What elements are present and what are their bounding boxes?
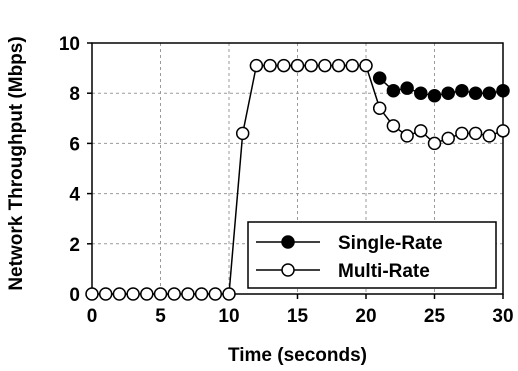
y-tick-label: 2	[69, 235, 80, 256]
data-point-multi-rate	[98, 287, 113, 301]
y-tick-label: 4	[69, 185, 80, 206]
data-point-multi-rate	[235, 126, 250, 141]
data-point-multi-rate	[318, 58, 332, 73]
legend-label-multi-rate: Multi-Rate	[338, 261, 430, 282]
data-point-multi-rate	[386, 119, 401, 133]
data-point-multi-rate	[208, 287, 223, 301]
data-point-single-rate	[468, 86, 483, 100]
data-point-multi-rate	[482, 129, 497, 143]
data-point-multi-rate	[290, 58, 305, 73]
x-tick-label: 20	[355, 306, 376, 327]
data-point-single-rate	[441, 86, 455, 100]
x-tick-label: 25	[424, 306, 446, 327]
y-axis-title: Network Throughput (Mbps)	[6, 36, 27, 290]
x-tick-label: 0	[87, 306, 98, 327]
data-point-single-rate	[496, 83, 510, 98]
legend-box	[247, 221, 497, 289]
x-tick-label: 10	[218, 306, 239, 327]
data-point-multi-rate	[345, 58, 360, 73]
data-point-single-rate	[482, 86, 497, 100]
x-axis-title: Time (seconds)	[228, 345, 367, 366]
series-layer	[85, 58, 510, 301]
data-point-multi-rate	[249, 58, 264, 73]
data-point-multi-rate	[85, 287, 99, 301]
x-tick-label: 15	[287, 306, 309, 327]
y-tick-label: 6	[69, 134, 80, 155]
data-point-multi-rate	[496, 124, 510, 138]
legend-marker-multi-rate	[281, 263, 295, 277]
data-point-multi-rate	[400, 129, 414, 143]
y-tick-label: 8	[69, 84, 80, 105]
data-point-single-rate	[455, 83, 469, 98]
x-tick-label: 30	[492, 306, 513, 327]
legend-marker-single-rate	[281, 235, 295, 249]
data-point-multi-rate	[263, 58, 277, 73]
data-point-multi-rate	[304, 58, 318, 73]
data-point-multi-rate	[441, 131, 455, 146]
data-point-multi-rate	[167, 287, 181, 301]
data-point-multi-rate	[126, 287, 140, 301]
data-point-multi-rate	[140, 287, 154, 301]
data-point-multi-rate	[372, 101, 387, 116]
data-point-multi-rate	[455, 126, 469, 141]
y-tick-label: 0	[69, 285, 80, 306]
data-point-single-rate	[400, 81, 414, 95]
data-point-multi-rate	[359, 58, 373, 73]
data-point-multi-rate	[331, 58, 346, 73]
data-point-single-rate	[386, 83, 401, 98]
data-point-multi-rate	[468, 126, 483, 141]
data-point-multi-rate	[112, 287, 127, 301]
data-point-multi-rate	[181, 287, 195, 301]
data-point-single-rate	[414, 86, 428, 100]
data-point-multi-rate	[153, 287, 168, 301]
series-line-single-rate	[379, 77, 504, 97]
x-tick-label: 5	[155, 306, 166, 327]
data-point-single-rate	[427, 88, 442, 103]
legend-label-single-rate: Single-Rate	[338, 233, 443, 254]
data-point-multi-rate	[277, 58, 291, 73]
legend: Single-Rate Multi-Rate	[247, 221, 497, 289]
data-point-single-rate	[372, 71, 387, 85]
data-point-multi-rate	[427, 136, 442, 151]
y-axis-ticks: 0 2 4 6 8 10	[59, 34, 92, 306]
data-point-multi-rate	[222, 287, 236, 301]
data-point-multi-rate	[414, 124, 428, 138]
data-point-multi-rate	[194, 287, 209, 301]
y-tick-label: 10	[59, 34, 80, 55]
